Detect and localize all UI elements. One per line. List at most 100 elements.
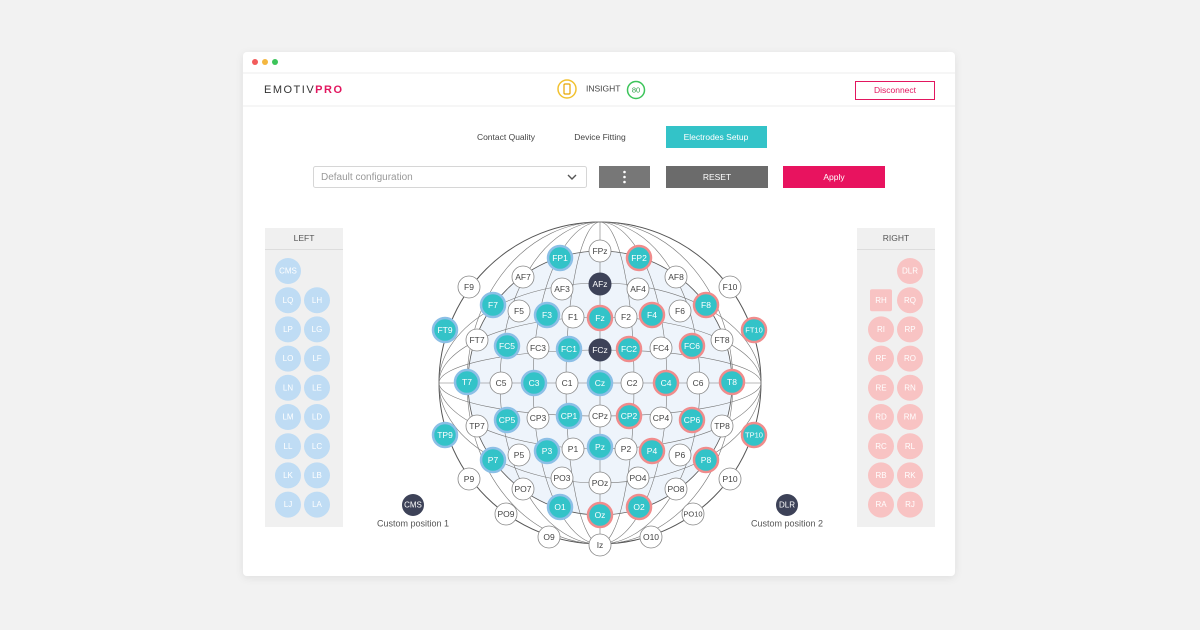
- electrode-slot[interactable]: [275, 491, 301, 518]
- electrode[interactable]: [588, 338, 612, 362]
- electrode[interactable]: [453, 368, 481, 396]
- custom-electrode-label[interactable]: CMS: [404, 501, 422, 510]
- electrode[interactable]: [465, 328, 489, 352]
- electrode[interactable]: [614, 437, 638, 461]
- electrode-slot-label[interactable]: RK: [904, 471, 916, 480]
- electrode-slot-label[interactable]: DLR: [902, 267, 918, 276]
- electrode-slot-label[interactable]: LP: [283, 325, 293, 334]
- electrode-slot-label[interactable]: LE: [312, 383, 322, 392]
- electrode-slot-label[interactable]: LH: [312, 296, 322, 305]
- electrode-label[interactable]: Pz: [595, 442, 605, 452]
- electrode-slot[interactable]: [897, 491, 923, 518]
- electrode-slot-label[interactable]: RA: [875, 500, 887, 509]
- electrode-slot-label[interactable]: CMS: [279, 267, 297, 276]
- electrode-label[interactable]: AF4: [630, 284, 646, 294]
- electrode-label[interactable]: F9: [464, 282, 474, 292]
- electrode-label[interactable]: C6: [693, 378, 704, 388]
- electrode-slot[interactable]: [304, 316, 330, 343]
- electrode[interactable]: [615, 402, 643, 430]
- electrode[interactable]: [639, 525, 663, 549]
- electrode[interactable]: [614, 305, 638, 329]
- electrode-slot[interactable]: [868, 374, 894, 401]
- electrode[interactable]: [586, 304, 614, 332]
- electrode[interactable]: [718, 275, 742, 299]
- electrode[interactable]: [652, 369, 680, 397]
- electrode-label[interactable]: AFz: [592, 279, 607, 289]
- electrode-slot-label[interactable]: RO: [904, 354, 916, 363]
- electrode[interactable]: [520, 369, 548, 397]
- custom-electrode[interactable]: [402, 494, 424, 516]
- electrode[interactable]: [668, 443, 692, 467]
- electrode[interactable]: [692, 446, 720, 474]
- electrode-slot[interactable]: [868, 404, 894, 430]
- electrode-label[interactable]: O2: [633, 502, 645, 512]
- electrode[interactable]: [686, 371, 710, 395]
- electrode-slot-label[interactable]: LF: [312, 354, 321, 363]
- electrode-slot-label[interactable]: RQ: [904, 296, 916, 305]
- electrode[interactable]: [586, 501, 614, 529]
- electrode-slot[interactable]: [868, 316, 894, 343]
- electrode[interactable]: [561, 305, 585, 329]
- disconnect-button[interactable]: [855, 81, 935, 100]
- electrode[interactable]: [692, 291, 720, 319]
- electrode-label[interactable]: FT10: [745, 325, 763, 334]
- electrode[interactable]: [507, 443, 531, 467]
- electrode-slot[interactable]: [275, 345, 301, 372]
- electrode-label[interactable]: AF8: [668, 272, 684, 282]
- electrode[interactable]: [664, 477, 688, 501]
- electrode-label[interactable]: CP3: [530, 413, 547, 423]
- electrode-slot-label[interactable]: LL: [284, 442, 293, 451]
- electrode[interactable]: [479, 291, 507, 319]
- electrode[interactable]: [561, 437, 585, 461]
- electrode-label[interactable]: FT9: [437, 325, 452, 335]
- electrode[interactable]: [588, 471, 612, 495]
- electrode[interactable]: [586, 369, 614, 397]
- electrode-slot-label[interactable]: RD: [875, 413, 887, 422]
- electrode-label[interactable]: PO4: [629, 473, 646, 483]
- window-minimize[interactable]: [262, 59, 268, 65]
- electrode[interactable]: [493, 406, 521, 434]
- electrode-label[interactable]: FPz: [592, 246, 607, 256]
- electrode[interactable]: [546, 244, 574, 272]
- electrode-label[interactable]: C1: [562, 378, 573, 388]
- electrode-label[interactable]: P5: [514, 450, 525, 460]
- electrode-slot[interactable]: [275, 258, 301, 284]
- electrode[interactable]: [740, 316, 768, 344]
- electrode[interactable]: [620, 371, 644, 395]
- electrode-label[interactable]: O9: [543, 532, 555, 542]
- apply-label[interactable]: Apply: [823, 172, 845, 182]
- custom-electrode-label[interactable]: DLR: [779, 501, 795, 510]
- electrode[interactable]: [588, 533, 612, 557]
- electrode-slot[interactable]: [275, 316, 301, 343]
- electrode-label[interactable]: C4: [661, 378, 672, 388]
- electrode-slot[interactable]: [304, 287, 330, 314]
- electrode[interactable]: [457, 467, 481, 491]
- electrode-label[interactable]: FC3: [530, 343, 546, 353]
- electrode[interactable]: [555, 402, 583, 430]
- electrode-label[interactable]: FP2: [631, 253, 647, 263]
- config-select-value[interactable]: Default configuration: [321, 172, 413, 183]
- electrode-slot-label[interactable]: RP: [904, 325, 915, 334]
- electrode-label[interactable]: C3: [529, 378, 540, 388]
- electrode-slot-label[interactable]: LK: [283, 471, 293, 480]
- electrode-label[interactable]: F4: [647, 310, 657, 320]
- electrode[interactable]: [586, 433, 614, 461]
- electrode-slot-label[interactable]: RF: [876, 354, 887, 363]
- electrode-label[interactable]: AF3: [554, 284, 570, 294]
- electrode-slot[interactable]: [870, 289, 892, 312]
- electrode-label[interactable]: TP7: [469, 421, 485, 431]
- electrode-label[interactable]: P7: [488, 455, 499, 465]
- electrode-slot-label[interactable]: RC: [875, 442, 887, 451]
- electrode[interactable]: [681, 502, 705, 526]
- electrode-slot[interactable]: [304, 462, 330, 489]
- electrode-label[interactable]: PO7: [514, 484, 531, 494]
- electrode-label[interactable]: F6: [675, 306, 685, 316]
- electrode-label[interactable]: O1: [554, 502, 566, 512]
- electrode-label[interactable]: Fz: [595, 313, 604, 323]
- electrode[interactable]: [493, 332, 521, 360]
- electrode[interactable]: [526, 336, 550, 360]
- electrode-label[interactable]: F3: [542, 310, 552, 320]
- electrode-label[interactable]: Cz: [595, 378, 605, 388]
- electrode-label[interactable]: F2: [621, 312, 631, 322]
- electrode-label[interactable]: F7: [488, 300, 498, 310]
